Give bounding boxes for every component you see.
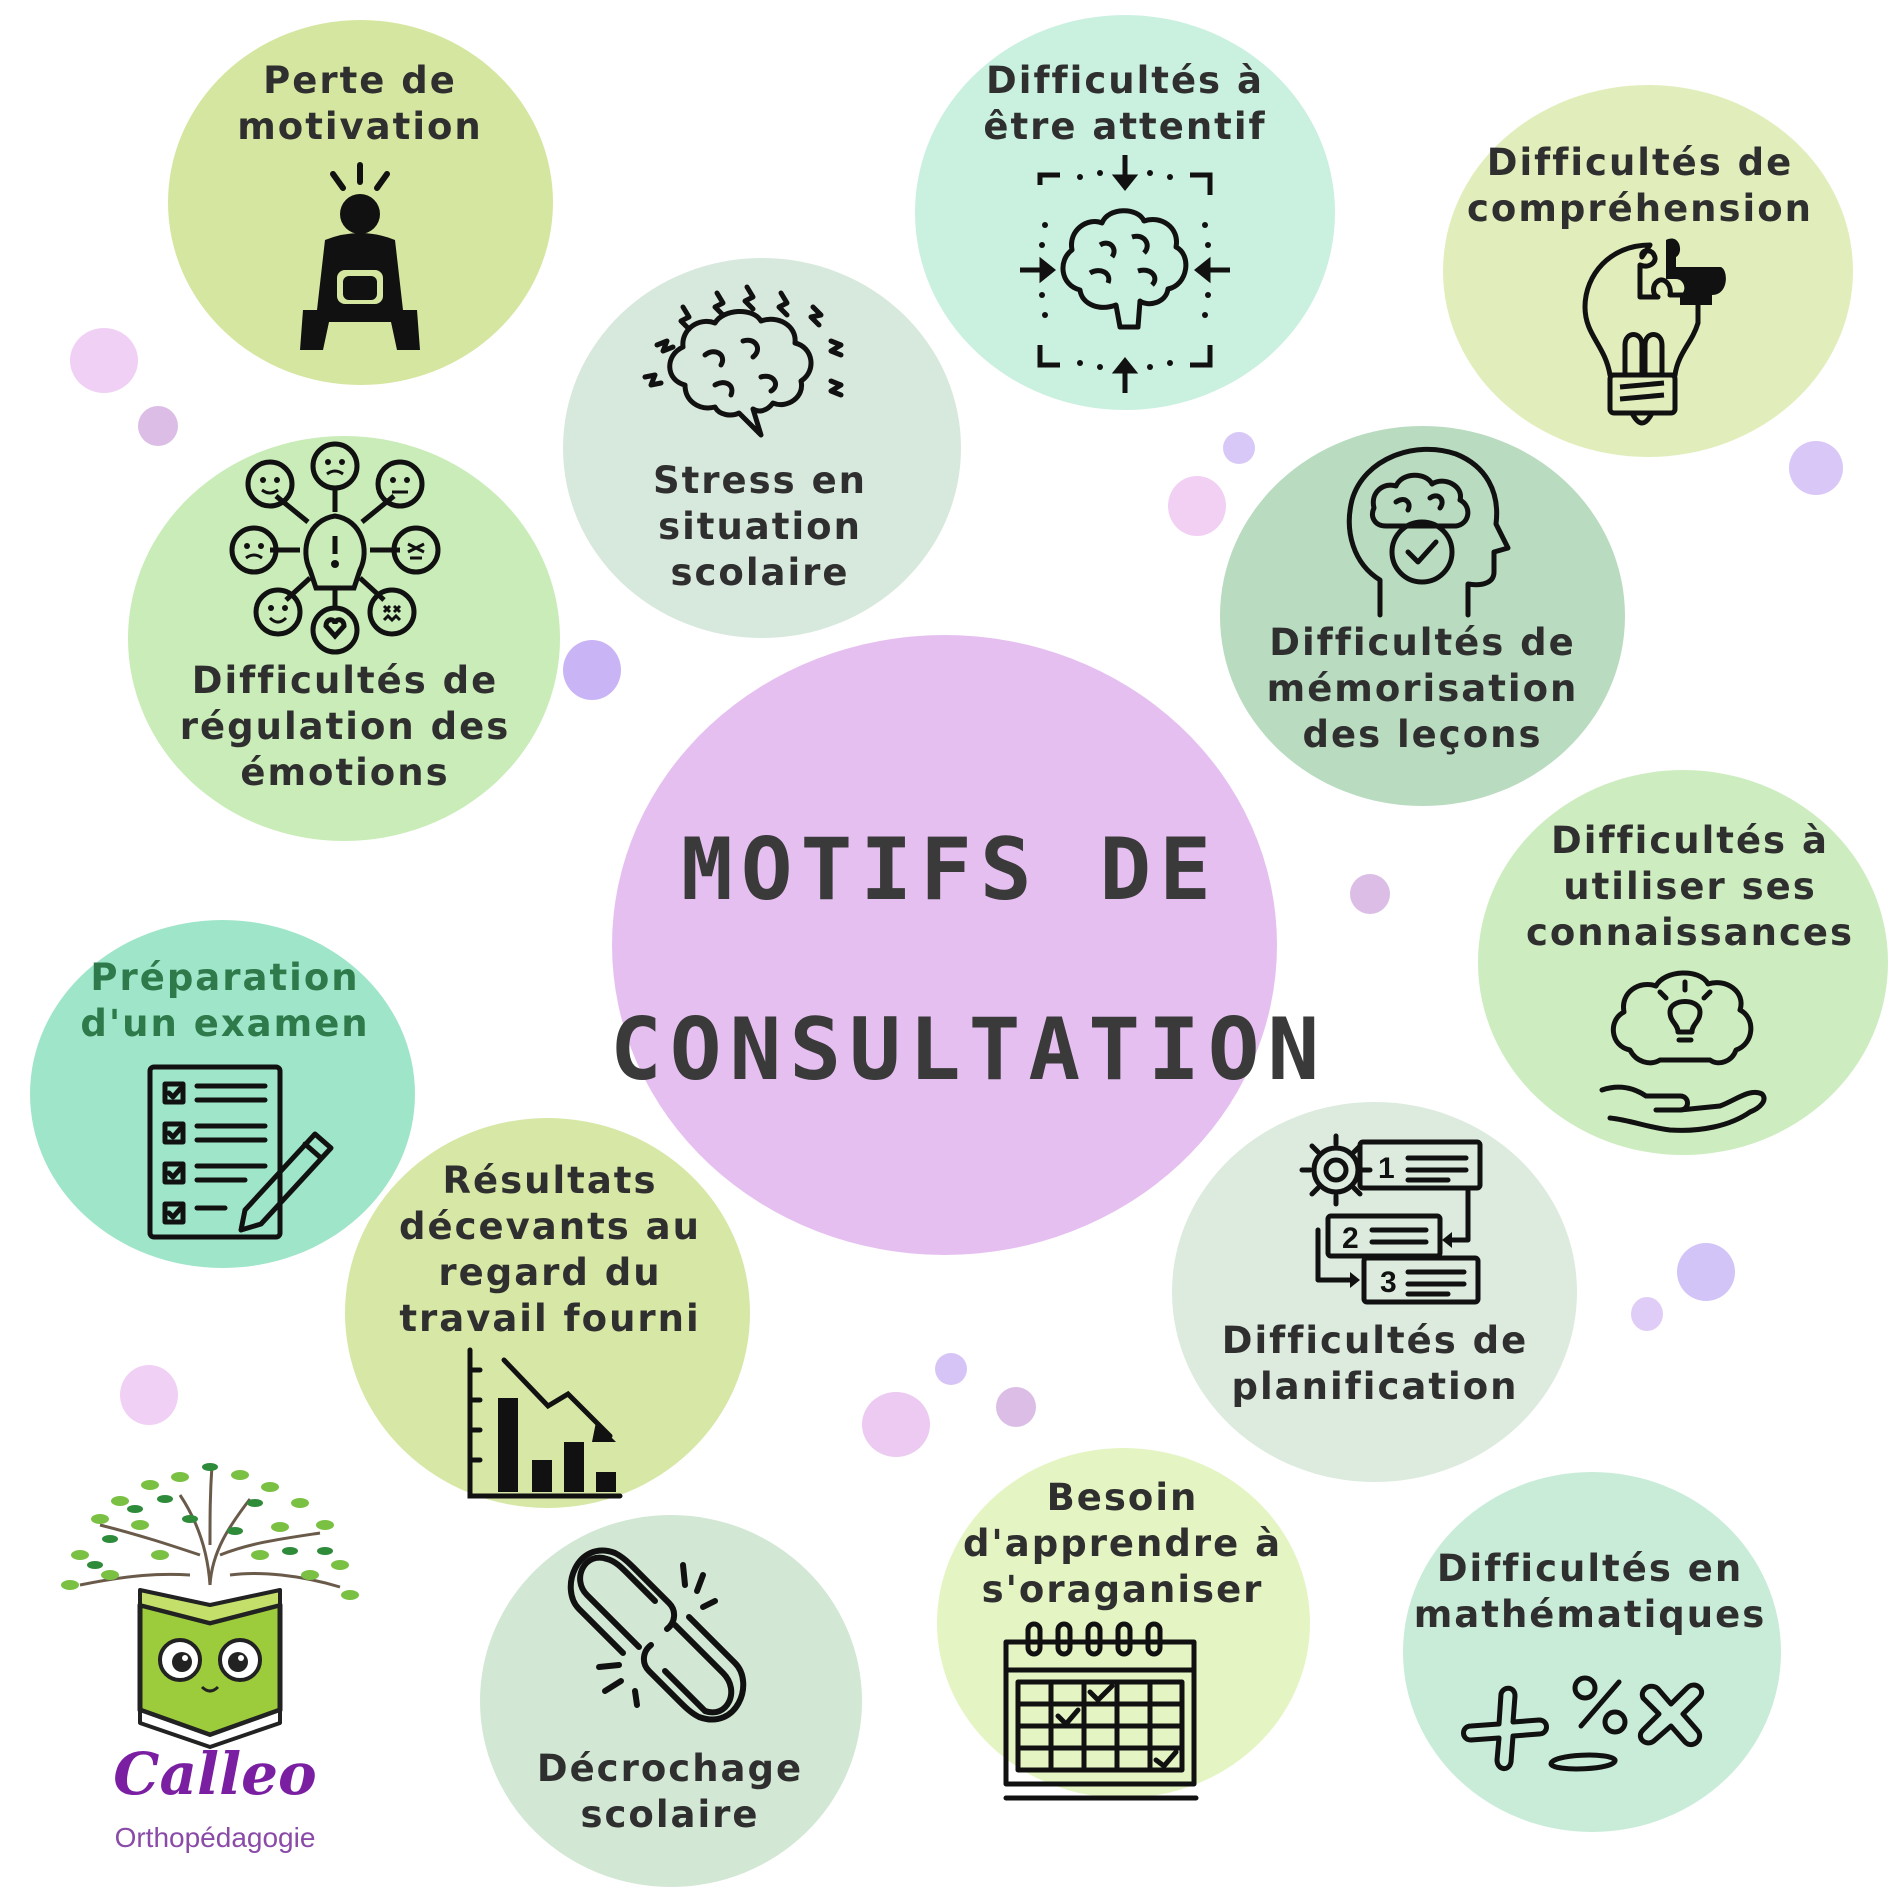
topic-label-resultats: Résultats décevants au regard du travail… (399, 1159, 701, 1340)
svg-text:1: 1 (1378, 1152, 1395, 1185)
svg-text:2: 2 (1342, 1222, 1359, 1255)
decor-dot (862, 1392, 930, 1457)
topic-label-stress: Stress en situation scolaire (652, 459, 868, 594)
declining-chart-icon (462, 1347, 623, 1500)
decor-dot (1223, 432, 1255, 464)
head-brain-check-icon (1340, 440, 1511, 620)
calendar-check-icon (1000, 1620, 1200, 1802)
topic-label-examen: Préparation d'un examen (80, 956, 370, 1045)
decor-dot (1350, 874, 1390, 914)
topic-blob-resultats (345, 1118, 750, 1508)
topic-blob-connaissances (1478, 770, 1888, 1155)
topic-label-attention: Difficultés à être attentif (983, 59, 1267, 148)
topic-label-emotions: Difficultés de régulation des émotions (179, 659, 511, 794)
decor-dot (1631, 1297, 1663, 1331)
topic-blob-emotions (128, 436, 560, 841)
center-blob (612, 635, 1277, 1255)
decor-dot (1789, 441, 1843, 495)
numbered-steps-icon: 1 2 3 (1298, 1130, 1483, 1310)
tree-book-owl-logo (40, 1455, 380, 1749)
decor-dot (70, 328, 138, 393)
brand-name: Calleo (113, 1740, 317, 1808)
topic-blob-planification (1172, 1102, 1577, 1482)
topic-label-decrochage: Décrochage scolaire (536, 1747, 804, 1836)
stressed-brain-icon (635, 284, 870, 460)
topic-label-organisation: Besoin d'apprendre à s'oraganiser (962, 1476, 1283, 1611)
emotions-network-icon (229, 440, 441, 655)
topic-label-planification: Difficultés de planification (1221, 1319, 1529, 1408)
decor-dot (1168, 476, 1226, 536)
decor-dot (120, 1365, 178, 1425)
topic-blob-maths (1403, 1472, 1781, 1832)
hand-brain-idea-icon (1599, 960, 1770, 1135)
decor-dot (935, 1353, 967, 1385)
topic-label-maths: Difficultés en mathématiques (1413, 1547, 1767, 1636)
decor-dot (563, 640, 621, 700)
decor-dot (996, 1387, 1036, 1427)
topic-label-memorisation: Difficultés de mémorisation des leçons (1266, 621, 1579, 756)
lightbulb-puzzle-icon (1580, 235, 1730, 435)
topic-label-comprehension: Difficultés de compréhension (1467, 141, 1813, 230)
svg-text:3: 3 (1380, 1266, 1397, 1299)
topic-label-motivation: Perte de motivation (237, 59, 483, 148)
decor-dot (138, 406, 178, 446)
broken-chain-icon (565, 1545, 775, 1730)
page-title: MOTIFS DE CONSULTATION (610, 820, 1328, 1100)
math-symbols-icon (1455, 1668, 1725, 1778)
topic-blob-decrochage (480, 1515, 862, 1887)
topic-blob-memorisation (1220, 426, 1625, 806)
decor-dot (1677, 1243, 1735, 1301)
focused-brain-icon (1020, 155, 1230, 395)
brand-subtitle: Orthopédagogie (114, 1822, 316, 1853)
checklist-pencil-icon (145, 1062, 345, 1242)
slumped-person-icon (285, 160, 435, 360)
topic-label-connaissances: Difficultés à utiliser ses connaissances (1525, 819, 1855, 954)
